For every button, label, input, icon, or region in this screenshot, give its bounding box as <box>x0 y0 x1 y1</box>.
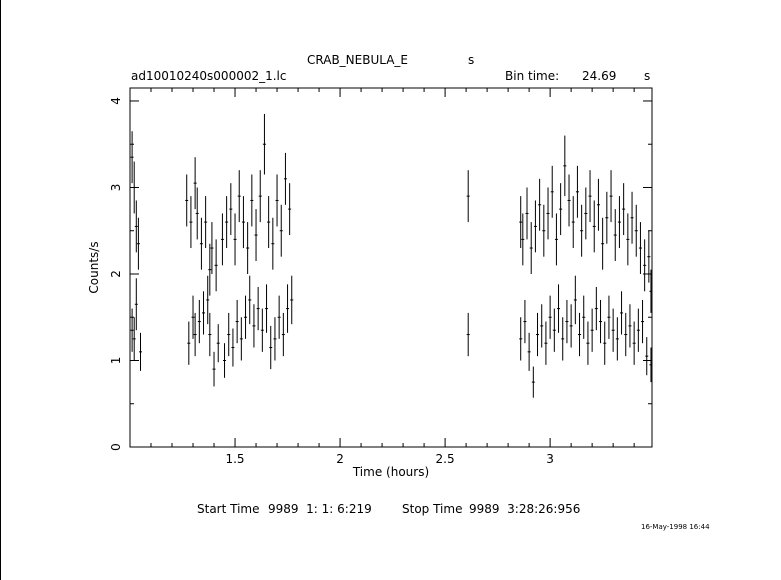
stop-time-label: Stop Time <box>402 502 463 516</box>
plot-frame <box>129 87 653 448</box>
plot-timestamp: 16-May-1998 16:44 <box>641 523 710 531</box>
y-tick-label: 3 <box>109 184 123 192</box>
y-axis-label: Counts/s <box>87 241 101 293</box>
x-tick-label: 1.5 <box>225 452 244 466</box>
x-tick-label: 3 <box>546 452 554 466</box>
y-tick-label: 4 <box>109 97 123 105</box>
stop-time-value: 9989 3:28:26:956 <box>469 502 581 516</box>
file-name: ad10010240s000002_1.lc <box>131 69 287 83</box>
object-name: CRAB_NEBULA_E <box>307 53 408 67</box>
bin-time-label: Bin time: <box>505 69 560 83</box>
page-left-border <box>0 0 1 580</box>
bin-time-unit: s <box>644 69 651 83</box>
start-time-value: 9989 1: 1: 6:219 <box>268 502 372 516</box>
x-tick-label: 2 <box>336 452 344 466</box>
x-tick-label: 2.5 <box>436 452 455 466</box>
bin-time-value: 24.69 <box>582 69 617 83</box>
object-unit: s <box>468 53 475 67</box>
y-tick-label: 1 <box>109 357 123 365</box>
y-tick-label: 0 <box>109 443 123 451</box>
x-axis-label: Time (hours) <box>352 465 429 479</box>
y-tick-label: 2 <box>109 270 123 278</box>
start-time-label: Start Time <box>197 502 260 516</box>
